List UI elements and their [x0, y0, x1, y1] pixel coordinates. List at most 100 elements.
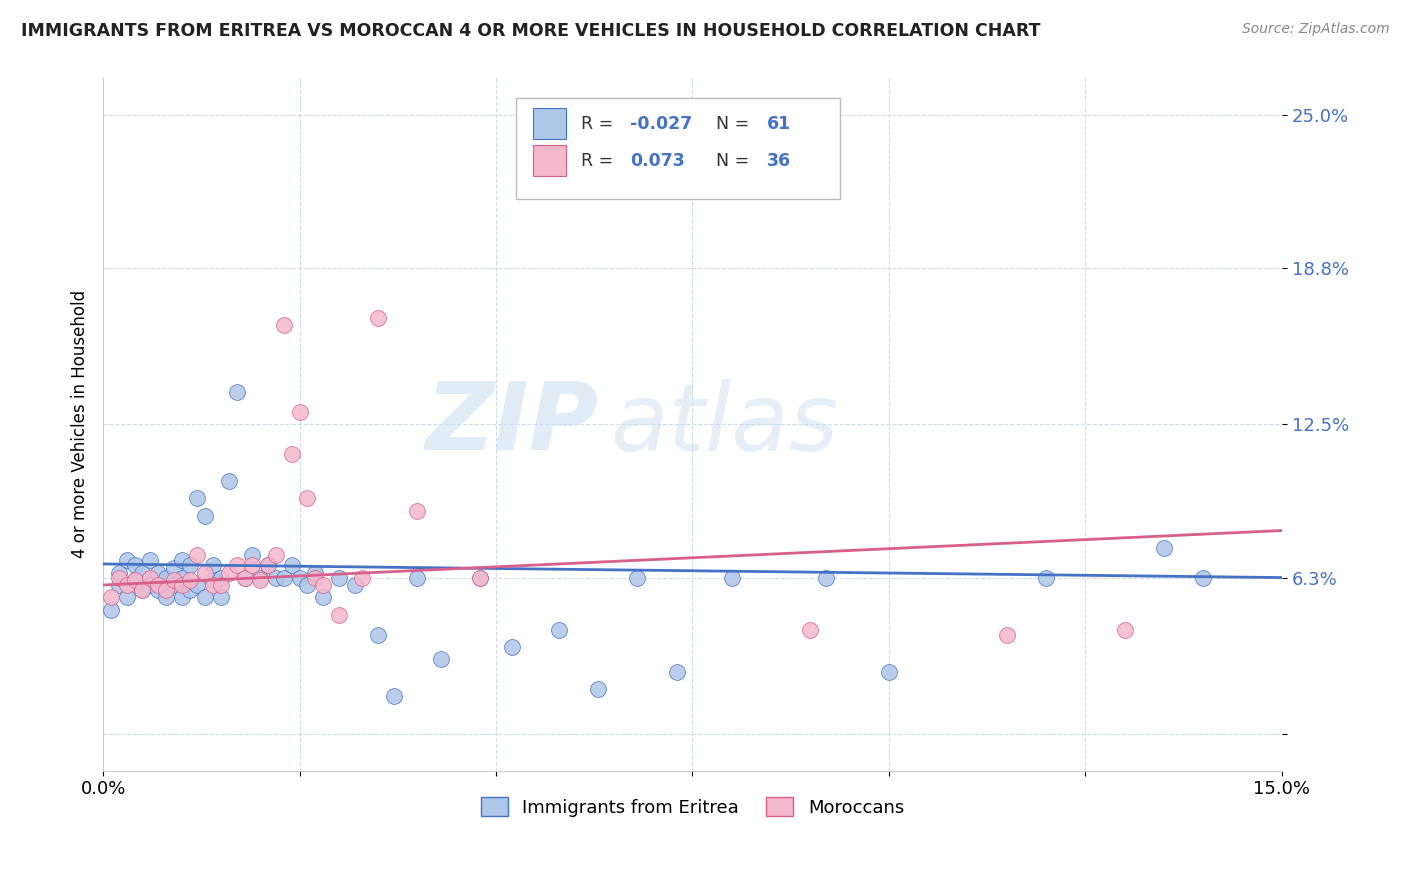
Point: [257, 558, 280, 573]
Point: [280, 558, 302, 573]
Point: [548, 623, 571, 637]
Point: [288, 405, 311, 419]
Point: [124, 573, 146, 587]
Point: [257, 558, 280, 573]
Point: [233, 571, 256, 585]
Point: [382, 690, 405, 704]
Point: [367, 627, 389, 641]
Point: [815, 571, 838, 585]
Point: [186, 491, 208, 506]
Point: [242, 549, 264, 563]
Point: [280, 447, 302, 461]
Text: R =: R =: [581, 152, 619, 169]
Point: [1114, 623, 1136, 637]
Point: [179, 573, 201, 587]
FancyBboxPatch shape: [533, 108, 567, 139]
Point: [430, 652, 453, 666]
Point: [242, 558, 264, 573]
Point: [186, 549, 208, 563]
Point: [124, 558, 146, 573]
Point: [100, 603, 122, 617]
Point: [249, 573, 271, 587]
Text: ZIP: ZIP: [426, 378, 598, 470]
Point: [139, 553, 162, 567]
Point: [194, 591, 217, 605]
Text: R =: R =: [581, 115, 619, 133]
Point: [995, 627, 1018, 641]
Text: 0.073: 0.073: [630, 152, 685, 169]
FancyBboxPatch shape: [533, 145, 567, 177]
Point: [218, 474, 240, 488]
Point: [179, 558, 201, 573]
Text: IMMIGRANTS FROM ERITREA VS MOROCCAN 4 OR MORE VEHICLES IN HOUSEHOLD CORRELATION : IMMIGRANTS FROM ERITREA VS MOROCCAN 4 OR…: [21, 22, 1040, 40]
Point: [264, 549, 287, 563]
Point: [155, 571, 177, 585]
Point: [328, 607, 350, 622]
Point: [194, 508, 217, 523]
Point: [202, 573, 225, 587]
Point: [179, 582, 201, 597]
Point: [297, 491, 319, 506]
Point: [115, 553, 138, 567]
Point: [304, 566, 326, 580]
Point: [249, 571, 271, 585]
FancyBboxPatch shape: [516, 98, 839, 199]
Point: [1192, 571, 1215, 585]
Text: Source: ZipAtlas.com: Source: ZipAtlas.com: [1241, 22, 1389, 37]
Point: [115, 591, 138, 605]
Point: [273, 318, 295, 332]
Point: [406, 504, 429, 518]
Text: -0.027: -0.027: [630, 115, 692, 133]
Point: [146, 578, 169, 592]
Point: [155, 582, 177, 597]
Point: [186, 578, 208, 592]
Point: [720, 571, 742, 585]
Point: [146, 582, 169, 597]
Text: N =: N =: [716, 152, 755, 169]
Point: [170, 571, 193, 585]
Text: 61: 61: [766, 115, 792, 133]
Text: N =: N =: [716, 115, 755, 133]
Point: [406, 571, 429, 585]
Point: [170, 591, 193, 605]
Point: [288, 571, 311, 585]
Point: [626, 571, 648, 585]
Point: [470, 571, 492, 585]
Point: [218, 566, 240, 580]
Point: [297, 578, 319, 592]
Point: [799, 623, 821, 637]
Legend: Immigrants from Eritrea, Moroccans: Immigrants from Eritrea, Moroccans: [474, 790, 911, 824]
Point: [586, 681, 609, 696]
Point: [131, 582, 153, 597]
Point: [665, 665, 688, 679]
Point: [1035, 571, 1057, 585]
Point: [343, 578, 366, 592]
Point: [131, 566, 153, 580]
Point: [233, 571, 256, 585]
Point: [115, 578, 138, 592]
Point: [470, 571, 492, 585]
Point: [264, 571, 287, 585]
Point: [209, 571, 232, 585]
Point: [131, 582, 153, 597]
Point: [328, 571, 350, 585]
Point: [202, 578, 225, 592]
Text: 36: 36: [766, 152, 790, 169]
Point: [100, 591, 122, 605]
Point: [202, 558, 225, 573]
Point: [163, 578, 186, 592]
Point: [877, 665, 900, 679]
Point: [501, 640, 523, 654]
Point: [304, 571, 326, 585]
Point: [108, 571, 131, 585]
Point: [139, 578, 162, 592]
Point: [225, 558, 247, 573]
Point: [225, 384, 247, 399]
Point: [170, 553, 193, 567]
Point: [1153, 541, 1175, 555]
Point: [312, 591, 335, 605]
Text: atlas: atlas: [610, 378, 838, 469]
Point: [163, 560, 186, 574]
Point: [170, 578, 193, 592]
Point: [209, 591, 232, 605]
